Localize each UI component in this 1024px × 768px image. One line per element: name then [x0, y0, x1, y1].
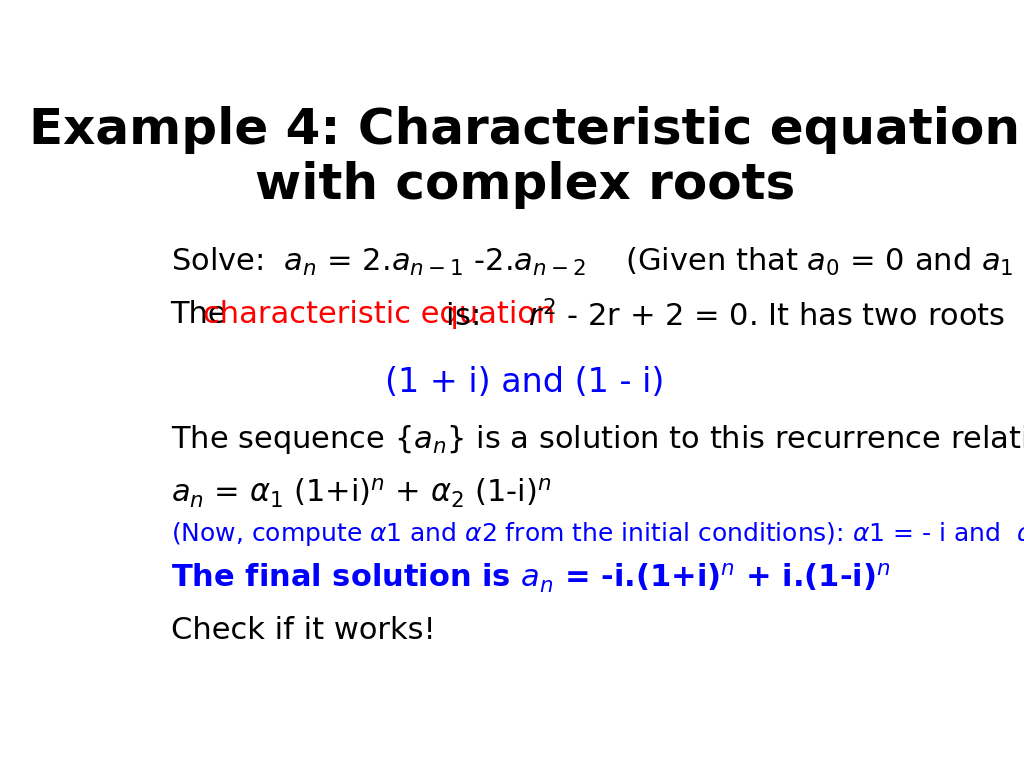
Text: (1 + i) and (1 - i): (1 + i) and (1 - i) — [385, 366, 665, 399]
Text: is:     $r^2$ - 2r + 2 = 0. It has two roots: is: $r^2$ - 2r + 2 = 0. It has two roots — [435, 300, 1005, 333]
Text: $a_n$ = $\alpha_1$ (1+i)$^n$ + $\alpha_2$ (1-i)$^n$: $a_n$ = $\alpha_1$ (1+i)$^n$ + $\alpha_2… — [171, 477, 551, 510]
Text: The sequence {$a_n$} is a solution to this recurrence relation iff: The sequence {$a_n$} is a solution to th… — [171, 423, 1024, 456]
Text: with complex roots: with complex roots — [255, 161, 795, 210]
Text: characteristic equation: characteristic equation — [203, 300, 555, 329]
Text: The final solution is $a_n$ = -i.(1+i)$^n$ + i.(1-i)$^n$: The final solution is $a_n$ = -i.(1+i)$^… — [171, 562, 890, 595]
Text: Example 4: Characteristic equation: Example 4: Characteristic equation — [30, 106, 1020, 154]
Text: (Now, compute $\alpha$1 and $\alpha$2 from the initial conditions): $\alpha$1 = : (Now, compute $\alpha$1 and $\alpha$2 fr… — [171, 519, 1024, 548]
Text: Check if it works!: Check if it works! — [171, 616, 435, 645]
Text: The: The — [171, 300, 237, 329]
Text: Solve:  $a_n$ = 2.$a_{n-1}$ -2.$a_{n-2}$    (Given that $a_0$ = 0 and $a_1$ = 2): Solve: $a_n$ = 2.$a_{n-1}$ -2.$a_{n-2}$ … — [171, 247, 1024, 278]
